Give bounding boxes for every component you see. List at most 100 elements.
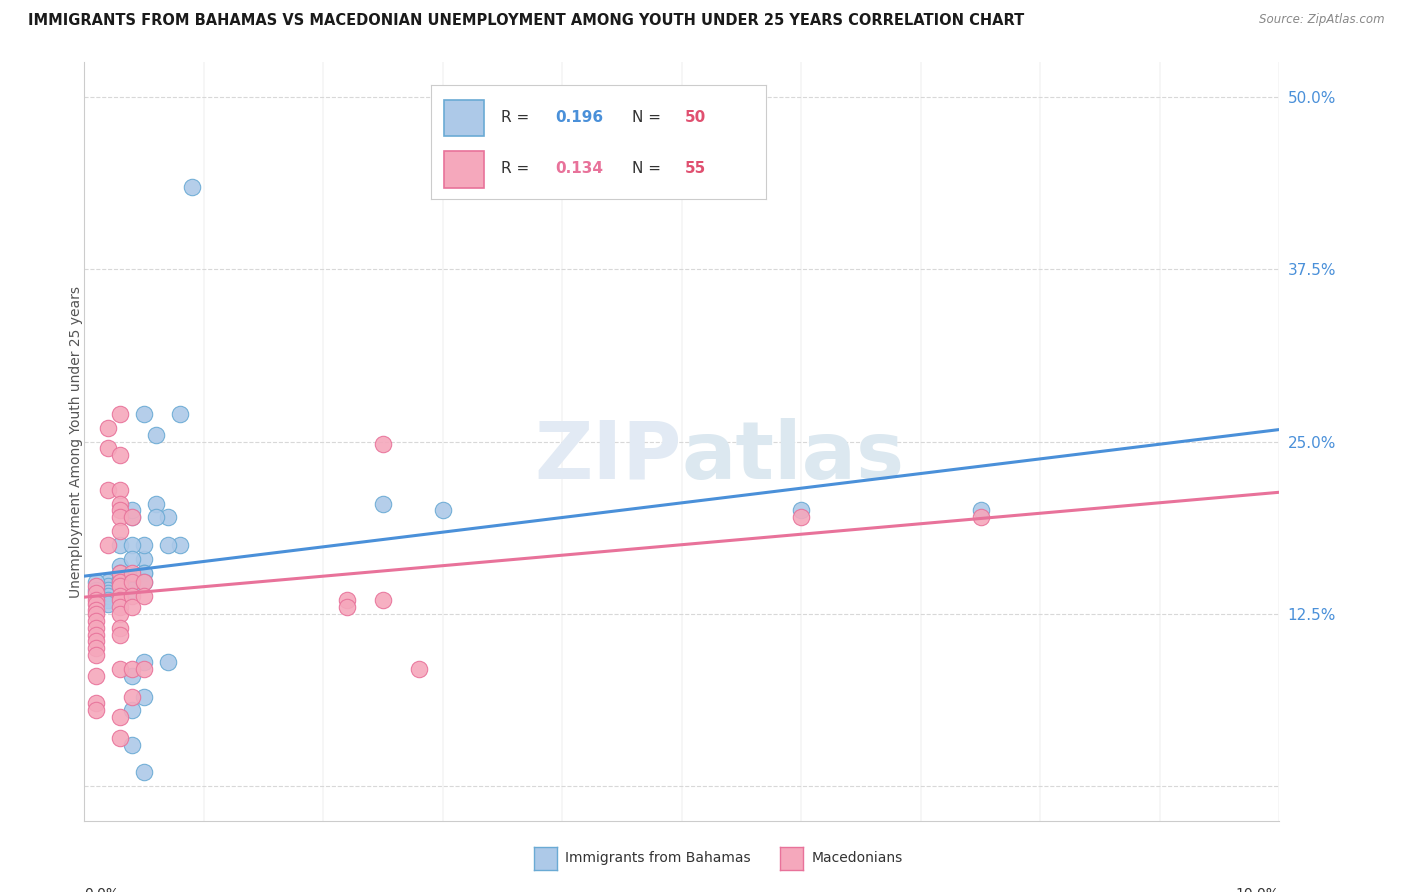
Point — [97, 583, 120, 598]
Point — [86, 593, 108, 607]
Point — [121, 690, 143, 704]
Point — [110, 575, 132, 590]
Text: IMMIGRANTS FROM BAHAMAS VS MACEDONIAN UNEMPLOYMENT AMONG YOUTH UNDER 25 YEARS CO: IMMIGRANTS FROM BAHAMAS VS MACEDONIAN UN… — [28, 13, 1025, 29]
Point — [121, 575, 143, 590]
Point — [970, 503, 993, 517]
Point — [97, 483, 120, 497]
Text: ZIP: ZIP — [534, 417, 682, 496]
Point — [110, 579, 132, 593]
Text: atlas: atlas — [682, 417, 905, 496]
Point — [110, 407, 132, 421]
Point — [110, 627, 132, 641]
Point — [97, 538, 120, 552]
Point — [86, 579, 108, 593]
Point — [373, 437, 395, 451]
Point — [110, 575, 132, 590]
Point — [110, 607, 132, 621]
Point — [121, 669, 143, 683]
Point — [121, 589, 143, 603]
Point — [132, 566, 156, 580]
Point — [132, 765, 156, 780]
Point — [86, 697, 108, 711]
Point — [132, 575, 156, 590]
Point — [110, 497, 132, 511]
Point — [157, 655, 180, 669]
Point — [121, 510, 143, 524]
Point — [86, 603, 108, 617]
Point — [110, 483, 132, 497]
Point — [169, 407, 191, 421]
Point — [110, 510, 132, 524]
Point — [110, 558, 132, 573]
Point — [132, 655, 156, 669]
Text: Macedonians: Macedonians — [811, 851, 903, 865]
Point — [121, 551, 143, 566]
Point — [121, 738, 143, 752]
Point — [110, 731, 132, 745]
Point — [432, 503, 454, 517]
Point — [121, 662, 143, 676]
Point — [86, 607, 108, 621]
Point — [110, 579, 132, 593]
Point — [86, 641, 108, 656]
Point — [110, 599, 132, 614]
Point — [121, 575, 143, 590]
Point — [110, 589, 132, 603]
Point — [790, 503, 813, 517]
Point — [121, 573, 143, 587]
Point — [132, 690, 156, 704]
Point — [121, 510, 143, 524]
Point — [86, 583, 108, 598]
Point — [132, 662, 156, 676]
Text: Immigrants from Bahamas: Immigrants from Bahamas — [565, 851, 751, 865]
Point — [408, 662, 430, 676]
Point — [97, 586, 120, 600]
Point — [145, 427, 167, 442]
Point — [97, 579, 120, 593]
Point — [86, 634, 108, 648]
Point — [121, 703, 143, 717]
Point — [132, 551, 156, 566]
Point — [121, 599, 143, 614]
Point — [121, 566, 143, 580]
Point — [110, 573, 132, 587]
Point — [97, 593, 120, 607]
Point — [110, 566, 132, 580]
Point — [97, 597, 120, 611]
Point — [86, 614, 108, 628]
Point — [145, 497, 167, 511]
Point — [110, 566, 132, 580]
Point — [86, 575, 108, 590]
Point — [145, 510, 167, 524]
Point — [97, 575, 120, 590]
Point — [86, 586, 108, 600]
Point — [86, 621, 108, 635]
Point — [121, 579, 143, 593]
Point — [181, 179, 204, 194]
Point — [110, 593, 132, 607]
Text: 0.0%: 0.0% — [84, 887, 120, 892]
Point — [121, 583, 143, 598]
Point — [110, 538, 132, 552]
Point — [132, 589, 156, 603]
Point — [110, 710, 132, 724]
Point — [157, 538, 180, 552]
Point — [132, 407, 156, 421]
Point — [110, 573, 132, 587]
Point — [132, 575, 156, 590]
Point — [132, 566, 156, 580]
Point — [132, 538, 156, 552]
Point — [336, 599, 359, 614]
Point — [86, 703, 108, 717]
Point — [86, 648, 108, 663]
Point — [121, 538, 143, 552]
Point — [86, 669, 108, 683]
Point — [373, 497, 395, 511]
Point — [110, 503, 132, 517]
Text: 10.0%: 10.0% — [1236, 887, 1279, 892]
Point — [970, 510, 993, 524]
Point — [86, 597, 108, 611]
Point — [157, 510, 180, 524]
Point — [790, 510, 813, 524]
Point — [110, 448, 132, 462]
